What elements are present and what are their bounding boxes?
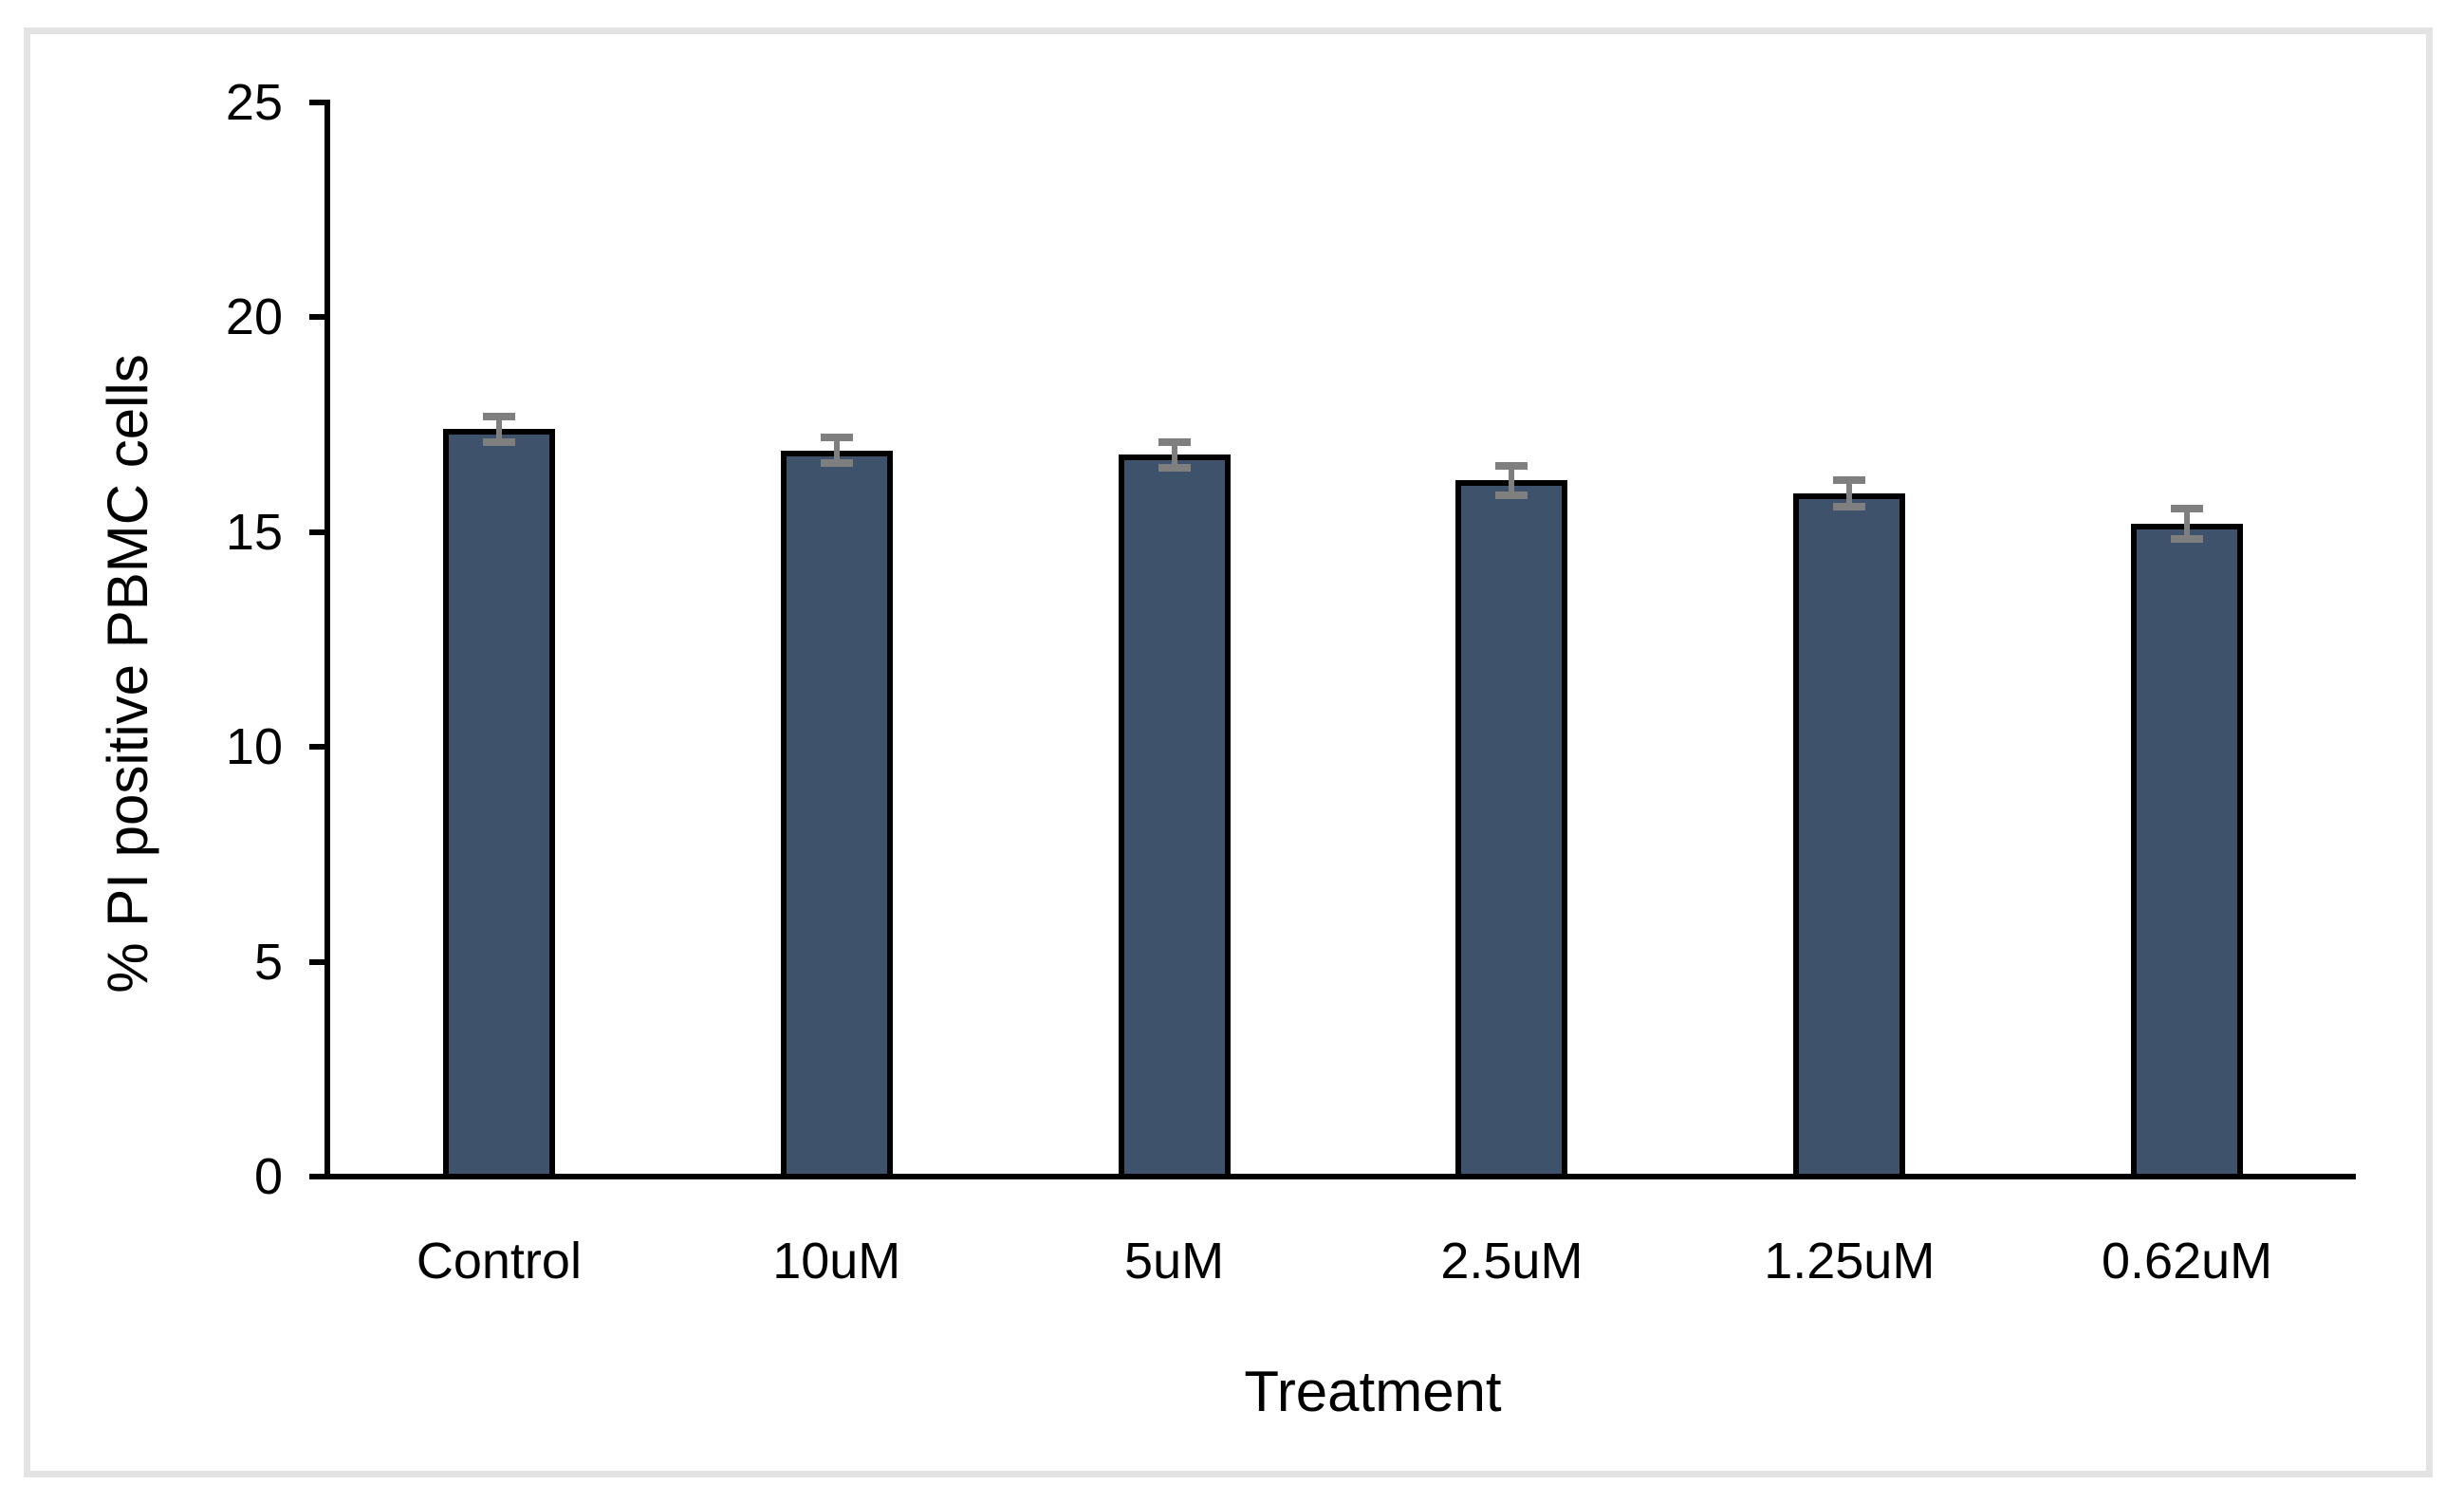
y-tick-mark — [309, 100, 327, 105]
y-tick-mark — [309, 744, 327, 751]
error-bar-stem — [1171, 441, 1177, 468]
y-tick-label: 0 — [253, 1148, 283, 1205]
error-bar-cap-top — [1495, 461, 1528, 470]
y-tick-mark — [309, 958, 327, 965]
error-bar-stem — [1846, 480, 1853, 507]
bar-1.25um — [1793, 493, 1906, 1179]
y-tick-mark — [309, 1174, 327, 1179]
error-bar-cap-bottom — [2171, 534, 2204, 543]
x-axis-title: Treatment — [1244, 1360, 1502, 1423]
y-tick-label: 15 — [225, 503, 283, 561]
bar-control — [442, 429, 555, 1179]
bar-5um — [1118, 455, 1231, 1179]
y-axis-title: % PI positive PBMC cells — [96, 354, 159, 993]
x-category-label: 10uM — [772, 1233, 901, 1290]
x-category-label: 2.5uM — [1440, 1233, 1584, 1290]
error-bar-cap-top — [2171, 504, 2204, 512]
x-category-label: 1.25uM — [1764, 1233, 1936, 1290]
error-bar-cap-bottom — [1158, 463, 1191, 472]
x-axis-line — [324, 1174, 2356, 1179]
bar-0.62um — [2131, 523, 2244, 1179]
error-bar-stem — [833, 437, 840, 464]
x-category-label: 0.62uM — [2102, 1233, 2273, 1290]
error-bar-stem — [1509, 465, 1515, 496]
x-category-label: 5uM — [1124, 1233, 1225, 1290]
error-bar-cap-bottom — [820, 459, 853, 468]
y-tick-mark — [309, 529, 327, 535]
error-bar-stem — [2184, 508, 2191, 539]
y-tick-mark — [309, 314, 327, 321]
y-tick-label: 20 — [225, 288, 283, 346]
error-bar-cap-top — [820, 434, 853, 442]
error-bar-cap-top — [482, 412, 515, 420]
y-tick-label: 5 — [253, 933, 283, 991]
error-bar-cap-bottom — [1833, 502, 1866, 510]
error-bar-stem — [495, 416, 502, 442]
bar-10um — [780, 450, 893, 1179]
error-bar-cap-bottom — [482, 437, 515, 446]
error-bar-cap-top — [1158, 437, 1191, 446]
bar-2.5um — [1455, 480, 1568, 1179]
y-tick-label: 10 — [225, 718, 283, 776]
error-bar-cap-top — [1833, 476, 1866, 485]
x-category-label: Control — [416, 1233, 582, 1290]
error-bar-cap-bottom — [1495, 492, 1528, 500]
y-tick-label: 25 — [225, 74, 283, 131]
y-axis-line — [324, 100, 330, 1179]
